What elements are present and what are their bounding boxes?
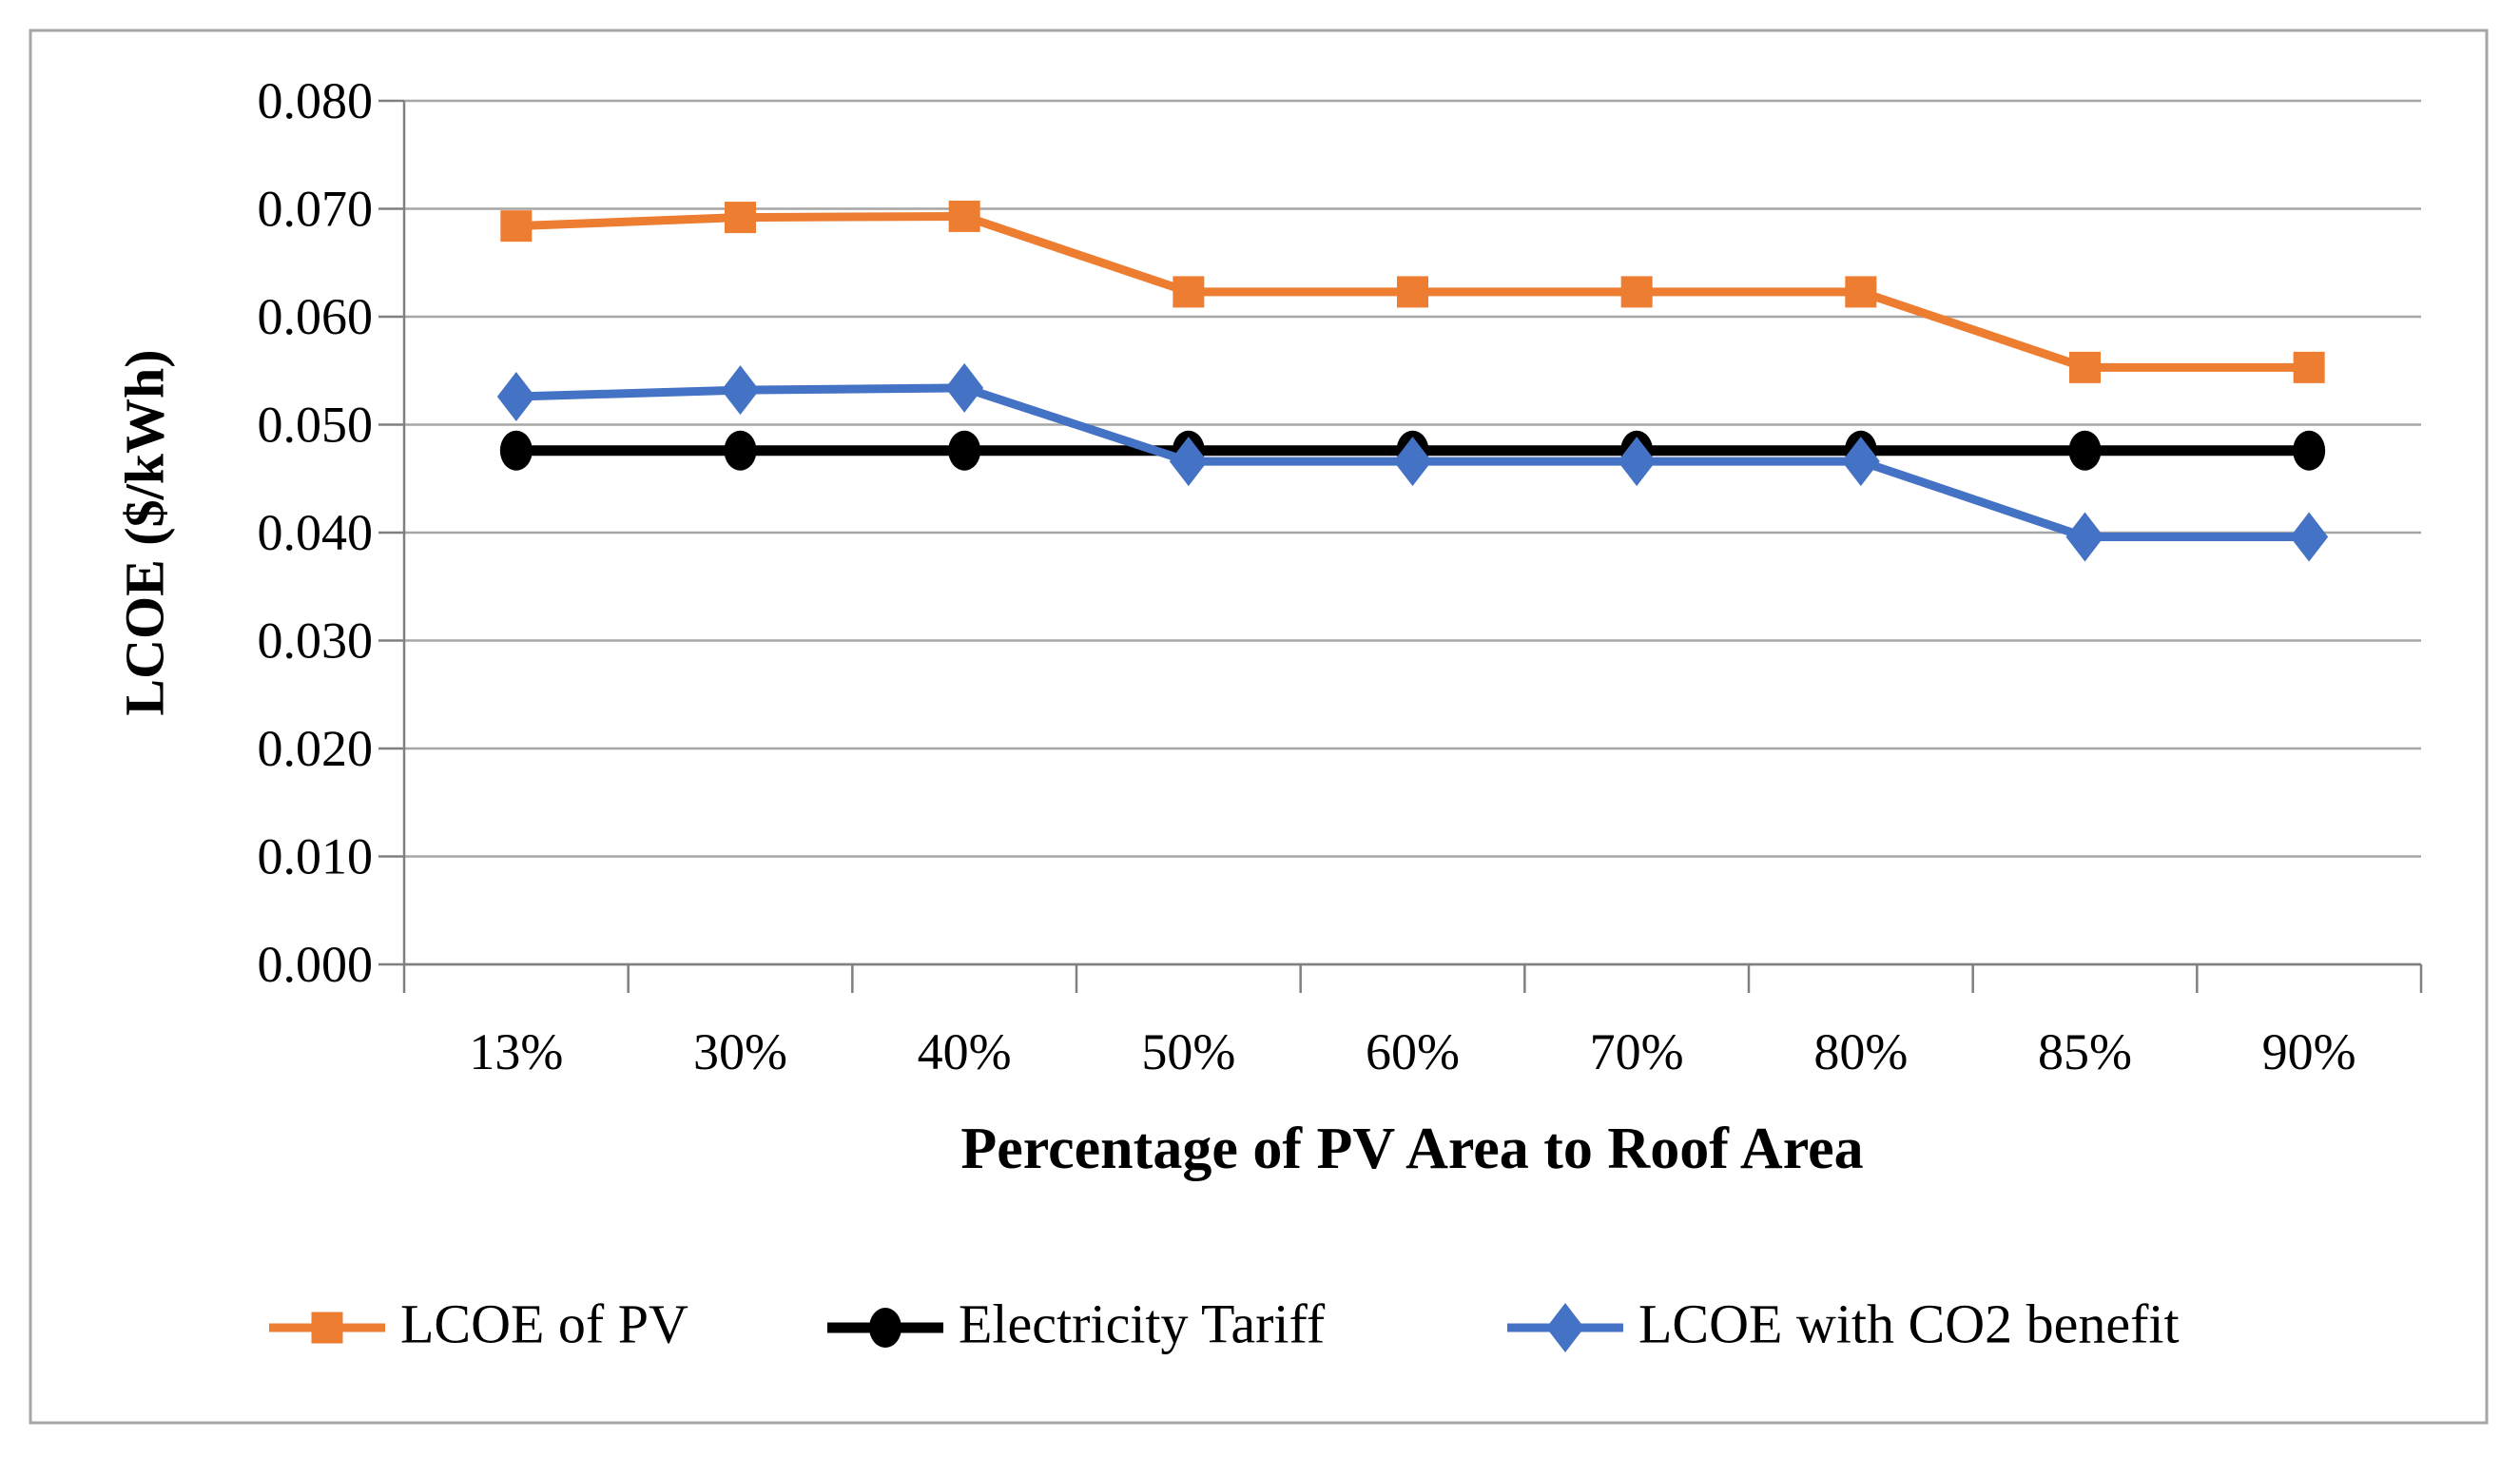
x-tick-label: 13% [469,1023,563,1080]
figure-border [29,29,2489,1425]
x-tick-label: 60% [1366,1023,1460,1080]
x-tick-label: 50% [1141,1023,1235,1080]
legend-item-electricity-tariff: Electricity Tariff [827,1293,1326,1355]
circle-marker [2293,430,2326,471]
diamond-marker [2065,512,2104,562]
diamond-marker [1618,437,1657,487]
diamond-marker [945,362,984,413]
y-axis-title: LCOE ($/kWh) [114,349,176,715]
y-tick-label: 0.070 [258,181,374,238]
x-tick-label: 40% [918,1023,1012,1080]
x-axis-title: Percentage of PV Area to Roof Area [960,1117,1863,1181]
legend-label: LCOE with CO2 benefit [1638,1293,2180,1355]
x-tick-label: 90% [2262,1023,2356,1080]
square-marker [311,1312,343,1344]
y-tick-label: 0.050 [258,397,374,454]
axis-tick-labels: 0.000 0.010 0.020 0.030 0.040 0.050 0.060 0.070… [258,72,2356,1080]
square-marker [1620,276,1653,308]
diamond-marker [496,371,535,421]
diamond-marker [1169,437,1208,487]
legend-item-lcoe-of-pv: LCOE of PV [269,1293,688,1355]
axis-ticks [378,99,2423,993]
circle-marker [724,430,757,471]
x-tick-label: 70% [1590,1023,1684,1080]
y-tick-label: 0.020 [258,720,374,777]
circle-marker [2068,430,2102,471]
square-marker [500,210,533,243]
square-marker [725,202,756,234]
y-tick-label: 0.000 [258,936,374,993]
legend-item-lcoe-with-co2-benefit: LCOE with CO2 benefit [1507,1293,2180,1355]
diamond-marker [1841,437,1880,487]
circle-marker [499,430,533,471]
y-tick-label: 0.060 [258,288,374,345]
square-marker [1845,276,1877,308]
series-lcoe-with-co2-benefit [496,362,2329,562]
legend-label: LCOE of PV [400,1293,688,1355]
y-tick-label: 0.040 [258,504,374,561]
square-marker [1397,276,1428,308]
square-marker [1173,276,1205,308]
y-tick-label: 0.030 [258,612,374,670]
x-tick-label: 80% [1813,1023,1908,1080]
x-tick-label: 85% [2038,1023,2132,1080]
y-tick-label: 0.080 [258,72,374,129]
square-marker [948,200,980,232]
circle-marker [948,430,981,471]
legend-label: Electricity Tariff [959,1293,1326,1355]
diamond-marker [1393,437,1432,487]
square-marker [2293,351,2325,383]
x-tick-label: 30% [693,1023,787,1080]
diamond-marker [2290,512,2329,562]
circle-marker [869,1308,901,1348]
diamond-marker [721,365,760,416]
series-lcoe-of-pv [500,200,2325,383]
diamond-marker [1546,1303,1584,1352]
y-tick-label: 0.010 [258,828,374,885]
square-marker [2069,351,2101,383]
legend: LCOE of PV Electricity Tariff LCOE with CO… [269,1293,2180,1355]
